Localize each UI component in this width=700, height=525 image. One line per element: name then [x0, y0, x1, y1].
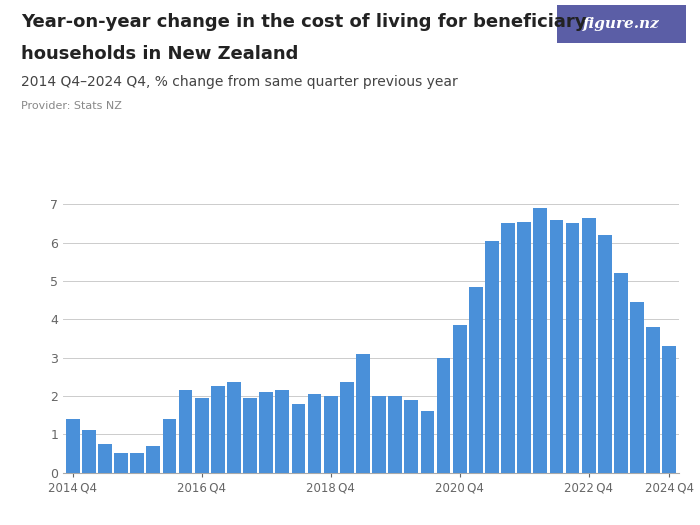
- Bar: [292, 404, 305, 472]
- Bar: [211, 386, 225, 472]
- Text: figure.nz: figure.nz: [583, 17, 659, 31]
- Bar: [276, 390, 289, 472]
- Bar: [259, 392, 273, 472]
- Text: 2014 Q4–2024 Q4, % change from same quarter previous year: 2014 Q4–2024 Q4, % change from same quar…: [21, 75, 458, 89]
- Bar: [582, 218, 596, 472]
- Bar: [566, 224, 580, 472]
- Bar: [178, 390, 192, 472]
- Bar: [356, 354, 370, 472]
- Bar: [195, 398, 209, 472]
- Bar: [66, 419, 80, 473]
- Bar: [469, 287, 483, 472]
- Bar: [517, 222, 531, 472]
- Bar: [227, 383, 241, 472]
- Bar: [437, 358, 450, 472]
- Bar: [485, 241, 499, 472]
- Bar: [405, 400, 418, 472]
- Bar: [146, 446, 160, 472]
- Bar: [550, 219, 564, 472]
- Bar: [421, 411, 434, 472]
- Text: Year-on-year change in the cost of living for beneficiary: Year-on-year change in the cost of livin…: [21, 13, 587, 31]
- Bar: [82, 430, 96, 473]
- Bar: [243, 398, 257, 472]
- Bar: [308, 394, 321, 472]
- Bar: [598, 235, 612, 472]
- Bar: [630, 302, 644, 472]
- Bar: [130, 454, 144, 473]
- Bar: [646, 327, 660, 472]
- Bar: [501, 224, 515, 472]
- Bar: [372, 396, 386, 472]
- Bar: [453, 325, 466, 472]
- Bar: [98, 444, 112, 472]
- Bar: [114, 454, 128, 473]
- Text: households in New Zealand: households in New Zealand: [21, 45, 298, 62]
- Bar: [389, 396, 402, 472]
- Text: Provider: Stats NZ: Provider: Stats NZ: [21, 101, 122, 111]
- Bar: [324, 396, 337, 472]
- Bar: [340, 383, 354, 472]
- Bar: [162, 419, 176, 473]
- Bar: [533, 208, 547, 472]
- Bar: [614, 274, 628, 472]
- Bar: [662, 346, 676, 472]
